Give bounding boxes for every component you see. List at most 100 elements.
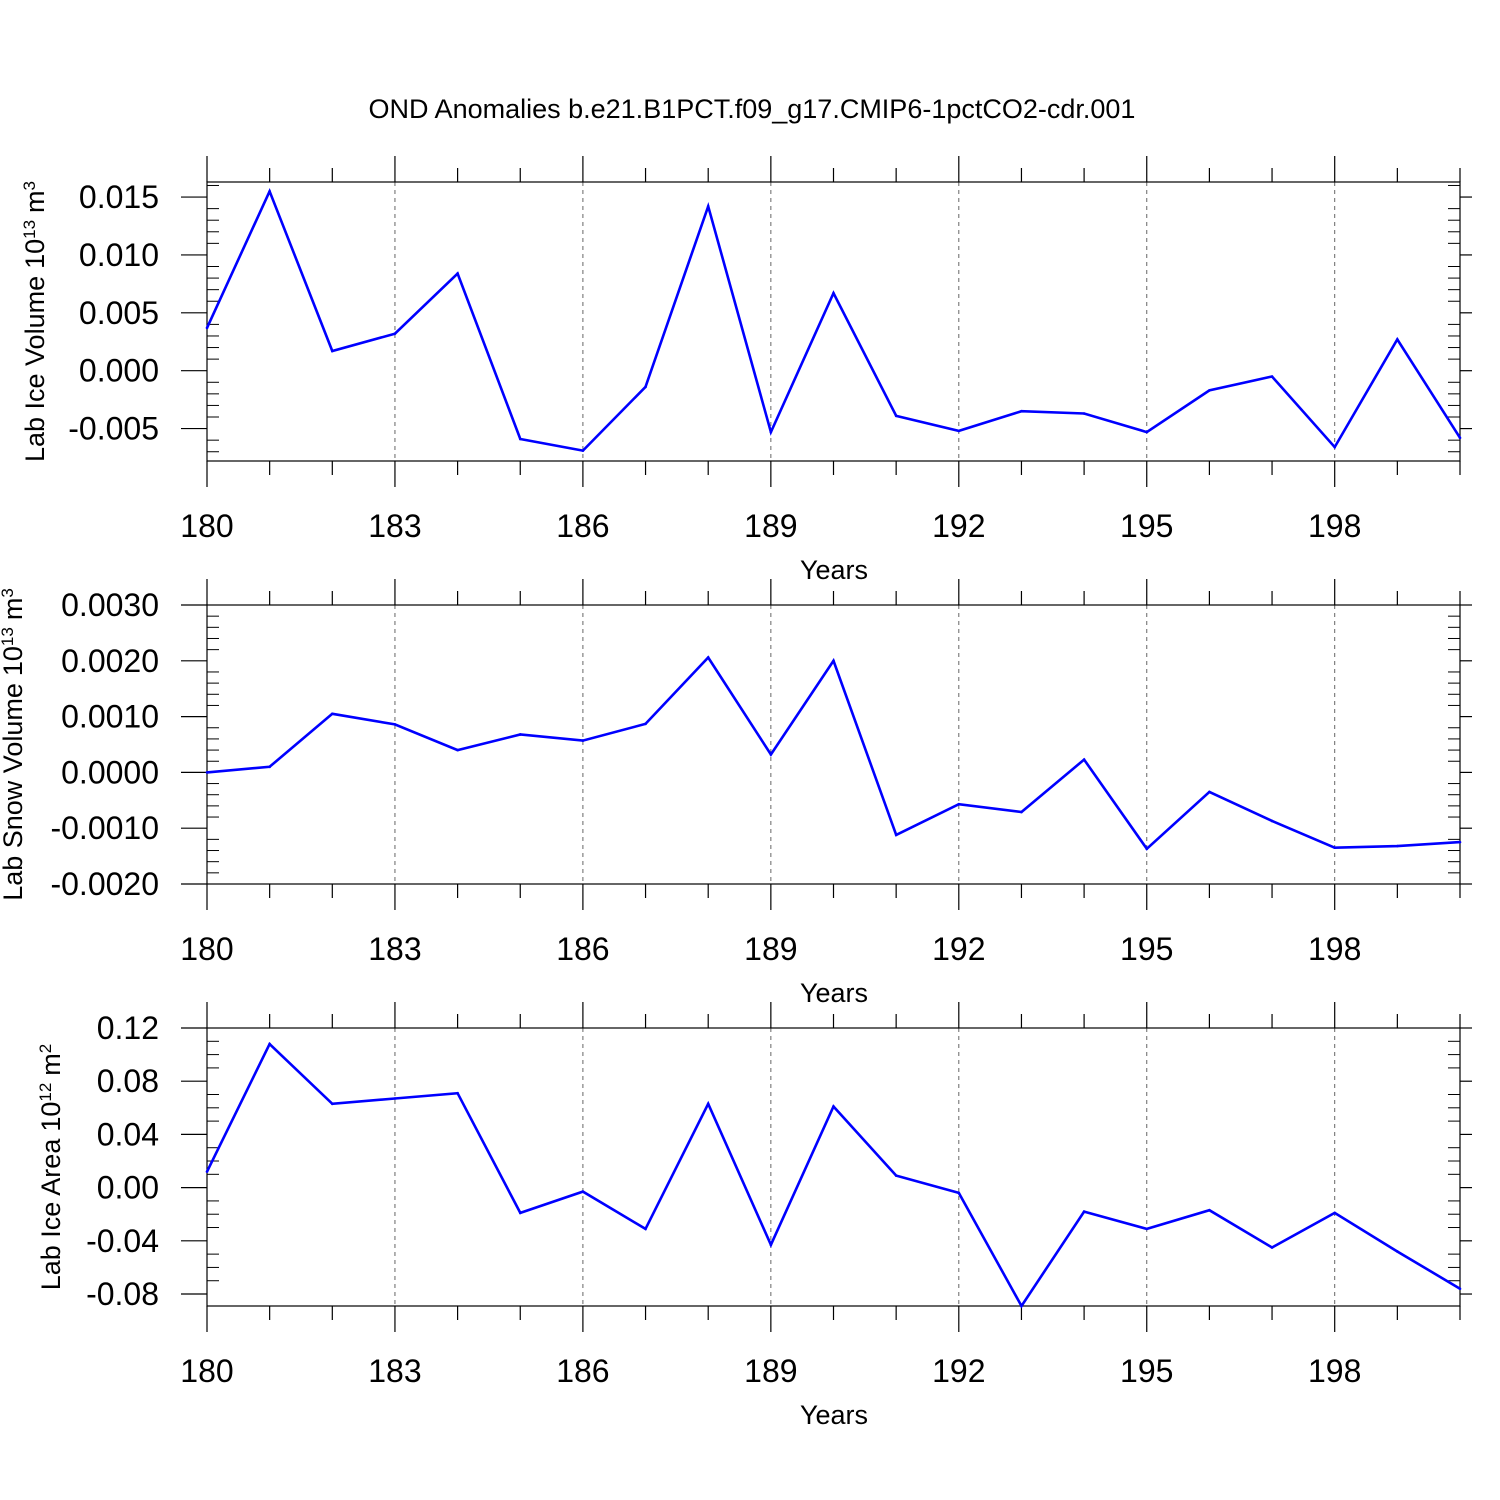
x-tick-label: 186 [556,1353,609,1389]
y-tick-label: 0.005 [79,295,159,331]
y-unit-exponent: 13 [20,220,39,239]
data-point [1020,1304,1023,1308]
y-tick-label: 0.000 [79,353,159,389]
y-axis-label: Lab Ice Volume 1013 m3 [20,181,51,462]
y-tick-label: 0.0030 [61,587,159,623]
y-axis-label: Lab Ice Area 1012 m2 [36,1044,67,1291]
x-tick-label: 192 [932,931,985,967]
y-tick-label: 0.0000 [61,754,159,790]
data-point [1396,338,1399,341]
x-axis-label: Years [800,978,868,1008]
data-point [957,1191,961,1195]
y-unit-power: 2 [36,1044,55,1053]
data-point [832,291,835,295]
x-tick-label: 192 [932,508,985,544]
y-unit-name: m [0,598,28,621]
data-point [1082,412,1086,415]
data-point [1208,1208,1211,1212]
x-tick-label: 183 [368,508,421,544]
x-axis-label: Years [800,555,868,585]
data-point [894,833,898,837]
y-unit-exponent: 13 [0,627,17,646]
data-point [1270,1246,1274,1249]
y-unit-base: 10 [36,1102,66,1132]
x-tick-label: 183 [368,1353,421,1389]
x-tick-label: 195 [1120,931,1173,967]
data-point [268,765,271,769]
panel-lab-ice-volume: 180 183 186 189 192 195 198 0.015 0.010 0.005 0.00… [20,156,1472,585]
y-tick-label: -0.005 [68,411,159,447]
y-unit-name: m [20,190,50,213]
x-tick-label: 186 [556,508,609,544]
data-point [1145,1227,1149,1231]
x-tick-label: 198 [1308,508,1361,544]
data-point [268,189,271,193]
data-point [1458,436,1462,440]
y-unit-base: 10 [20,239,50,269]
data-point [706,656,710,659]
data-point [1333,846,1336,850]
y-tick-label: 0.0010 [61,699,159,735]
data-point [331,712,334,716]
data-point [456,748,459,752]
data-point [894,1174,898,1177]
data-point [832,1105,835,1108]
data-point [769,1243,773,1247]
data-point [1270,375,1274,378]
x-tick-label: 180 [180,508,233,544]
data-point [456,272,459,275]
x-tick-label: 189 [744,508,797,544]
y-tick-label: 0.08 [97,1063,159,1099]
data-point [205,771,209,774]
data-point [1333,1211,1336,1215]
y-unit-power: 3 [0,588,17,597]
x-tick-label: 183 [368,931,421,967]
y-tick-label: -0.04 [86,1223,159,1259]
data-point [393,723,397,726]
x-tick-label: 189 [744,931,797,967]
x-tick-label: 195 [1120,508,1173,544]
panel-lab-snow-volume: 180 183 186 189 192 195 198 0.0030 0.0020 0.0010 0… [0,579,1472,1008]
x-tick-label: 180 [180,931,233,967]
x-tick-label: 192 [932,1353,985,1389]
y-tick-label: -0.08 [86,1276,159,1312]
data-point [1396,844,1399,848]
data-point [1396,1250,1399,1253]
x-tick-label: 180 [180,1353,233,1389]
y-unit-base: 10 [0,646,28,676]
y-tick-label: -0.0020 [50,866,159,902]
data-point [393,332,397,335]
data-point [706,205,710,208]
data-point [205,1170,209,1173]
data-point [331,1102,334,1106]
data-point [518,437,522,441]
data-point [644,1227,647,1231]
data-point [832,659,835,663]
data-point [957,802,961,806]
x-tick-label: 189 [744,1353,797,1389]
data-point [1458,1287,1462,1291]
data-point [1020,409,1023,413]
y-tick-label: 0.010 [79,237,159,273]
data-point [268,1042,271,1046]
x-tick-label: 195 [1120,1353,1173,1389]
data-point [456,1091,459,1095]
data-point [957,429,961,433]
data-point [894,414,898,418]
data-point [205,326,209,330]
data-point [581,1190,585,1193]
data-point [581,739,585,742]
x-tick-label: 198 [1308,1353,1361,1389]
data-point [644,722,647,726]
data-point [706,1102,710,1106]
x-axis-label: Years [800,1400,868,1430]
data-point [1333,445,1336,449]
y-unit-name: m [36,1053,66,1076]
data-point [518,733,522,736]
y-tick-label: 0.04 [97,1116,159,1152]
x-tick-label: 186 [556,931,609,967]
data-point [1020,810,1023,814]
data-point [769,753,773,756]
data-point [581,449,585,452]
